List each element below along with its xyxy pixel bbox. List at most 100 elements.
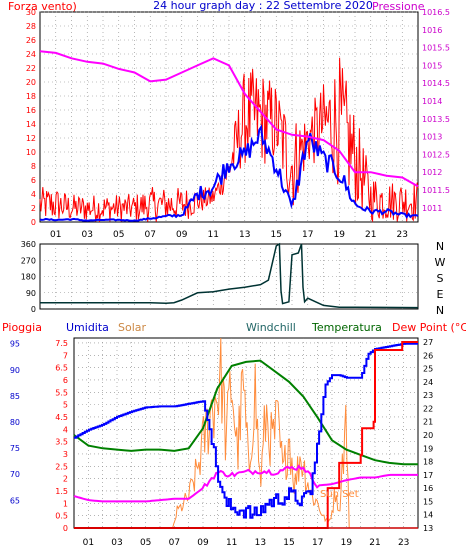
pressure-y-tick-label: 1014 xyxy=(422,97,442,106)
humidity-y-tick-label: 75 xyxy=(10,444,20,453)
weather-x-tick-label: 03 xyxy=(111,538,122,548)
direction-y-tick-label: 360 xyxy=(21,240,36,249)
rain-y-tick-label: 2.5 xyxy=(55,462,68,471)
rain-y-tick-label: 6.5 xyxy=(55,364,68,373)
temperature-y-tick-label: 23 xyxy=(423,391,433,400)
temperature-y-tick-label: 18 xyxy=(423,458,433,467)
dewpoint-series xyxy=(74,341,418,529)
temperature-y-tick-label: 21 xyxy=(423,418,433,427)
weather-x-tick-label: 23 xyxy=(398,538,409,548)
direction-y-tick-label: 180 xyxy=(21,273,36,282)
temperature-y-tick-label: 24 xyxy=(423,378,433,387)
wind-y-tick-label: 30 xyxy=(26,8,36,17)
weather-x-tick-label: 07 xyxy=(169,538,180,548)
legend-pioggia: Pioggia xyxy=(2,321,42,334)
pressure-y-tick-label: 1016.5 xyxy=(422,8,450,17)
wind-x-tick-label: 09 xyxy=(176,230,188,240)
rain-y-tick-label: 2 xyxy=(63,475,68,484)
legend-umidita: Umidita xyxy=(66,321,109,334)
temperature-y-tick-label: 20 xyxy=(423,431,433,440)
temperature-y-tick-label: 27 xyxy=(423,338,433,347)
rain-y-tick-label: 7 xyxy=(63,351,68,360)
wind-x-tick-label: 05 xyxy=(113,230,124,240)
wind-y-tick-label: 2 xyxy=(31,204,36,213)
weather-plot-area xyxy=(73,337,419,529)
compass-label: E xyxy=(437,288,444,301)
rain-y-tick-label: 4 xyxy=(63,425,68,434)
rain-y-tick-label: 3 xyxy=(63,450,68,459)
wind-y-tick-label: 20 xyxy=(26,78,36,87)
pressure-y-tick-label: 1011 xyxy=(422,204,442,213)
rain-y-tick-label: 0.5 xyxy=(55,512,68,521)
temperature-y-tick-label: 16 xyxy=(423,484,433,493)
rain-y-tick-label: 6 xyxy=(63,376,68,385)
wind-y-tick-label: 22 xyxy=(26,64,36,73)
temperature-y-tick-label: 22 xyxy=(423,404,433,413)
wind-y-tick-label: 12 xyxy=(26,134,36,143)
wind-x-tick-label: 07 xyxy=(145,230,156,240)
rain-y-tick-label: 5 xyxy=(63,401,68,410)
wind-x-tick-label: 23 xyxy=(397,230,408,240)
header-left-label: Forza vento) xyxy=(8,0,77,13)
legend-dew-point: Dew Point (°C) xyxy=(392,321,466,334)
rain-y-tick-label: 1 xyxy=(63,499,68,508)
wind-y-tick-label: 18 xyxy=(26,92,36,101)
weather-x-tick-label: 13 xyxy=(255,538,266,548)
direction-y-tick-label: 90 xyxy=(26,289,36,298)
weather-x-tick-label: 05 xyxy=(140,538,151,548)
weather-x-tick-label: 01 xyxy=(83,538,94,548)
sun-set-annotation: Sun Set xyxy=(320,489,359,500)
weather-x-tick-label: 17 xyxy=(312,538,323,548)
rain-y-tick-label: 4.5 xyxy=(55,413,68,422)
humidity-y-tick-label: 80 xyxy=(10,418,20,427)
legend-solar: Solar xyxy=(118,321,147,334)
pressure-y-tick-label: 1011.5 xyxy=(422,186,450,195)
wind-y-tick-label: 14 xyxy=(26,120,36,129)
compass-label: S xyxy=(437,272,444,285)
compass-label: N xyxy=(436,304,444,317)
wind-y-tick-label: 8 xyxy=(31,162,36,171)
rain-y-tick-label: 3.5 xyxy=(55,438,68,447)
pressure-y-tick-label: 1014.5 xyxy=(422,79,450,88)
humidity-y-tick-label: 90 xyxy=(10,366,20,375)
humidity-y-tick-label: 70 xyxy=(10,470,20,479)
wind-gust-series xyxy=(39,57,419,223)
weather-x-tick-label: 09 xyxy=(197,538,209,548)
wind-y-tick-label: 4 xyxy=(31,190,36,199)
wind-y-tick-label: 0 xyxy=(31,218,36,227)
rain-y-tick-label: 0 xyxy=(63,524,68,533)
weather-x-tick-label: 19 xyxy=(341,538,353,548)
legend-temperatura: Temperatura xyxy=(311,321,382,334)
wind-x-tick-label: 21 xyxy=(365,230,376,240)
wind-y-tick-label: 6 xyxy=(31,176,36,185)
pressure-y-tick-label: 1013.5 xyxy=(422,115,450,124)
rain-y-tick-label: 5.5 xyxy=(55,388,68,397)
legend-windchill: Windchill xyxy=(246,321,296,334)
wind-x-tick-label: 17 xyxy=(302,230,313,240)
direction-y-tick-label: 270 xyxy=(21,256,36,265)
temperature-y-tick-label: 19 xyxy=(423,444,433,453)
rain-y-tick-label: 7.5 xyxy=(55,339,68,348)
weather-panel: 0 0.5 1 1.5 2 2.5 3 3.5 4 4.5 5 5.5 6 6.5 7 7.5 65 70 75 80… xyxy=(10,337,433,548)
wind-direction-series xyxy=(40,242,419,309)
direction-y-tick-label: 0 xyxy=(31,305,36,314)
temperature-y-tick-label: 17 xyxy=(423,471,433,480)
pressure-y-tick-label: 1013 xyxy=(422,133,442,142)
wind-x-tick-label: 11 xyxy=(208,230,219,240)
wind-y-tick-label: 26 xyxy=(26,36,36,45)
humidity-y-tick-label: 85 xyxy=(10,392,20,401)
pressure-y-tick-label: 1016 xyxy=(422,26,442,35)
pressure-series xyxy=(39,50,419,188)
pressure-y-tick-label: 1015.5 xyxy=(422,44,450,53)
humidity-y-tick-label: 65 xyxy=(10,496,20,505)
temperature-y-tick-label: 25 xyxy=(423,365,433,374)
pressure-y-tick-label: 1012 xyxy=(422,168,442,177)
temperature-y-tick-label: 26 xyxy=(423,351,433,360)
wind-pressure-panel: 02468101214161820222426283010111011.5101… xyxy=(26,8,450,240)
wind-x-tick-label: 13 xyxy=(239,230,250,240)
humidity-y-tick-label: 95 xyxy=(10,340,20,349)
temperature-series xyxy=(73,464,418,503)
weather-x-tick-label: 15 xyxy=(283,538,294,548)
wind-y-tick-label: 16 xyxy=(26,106,36,115)
